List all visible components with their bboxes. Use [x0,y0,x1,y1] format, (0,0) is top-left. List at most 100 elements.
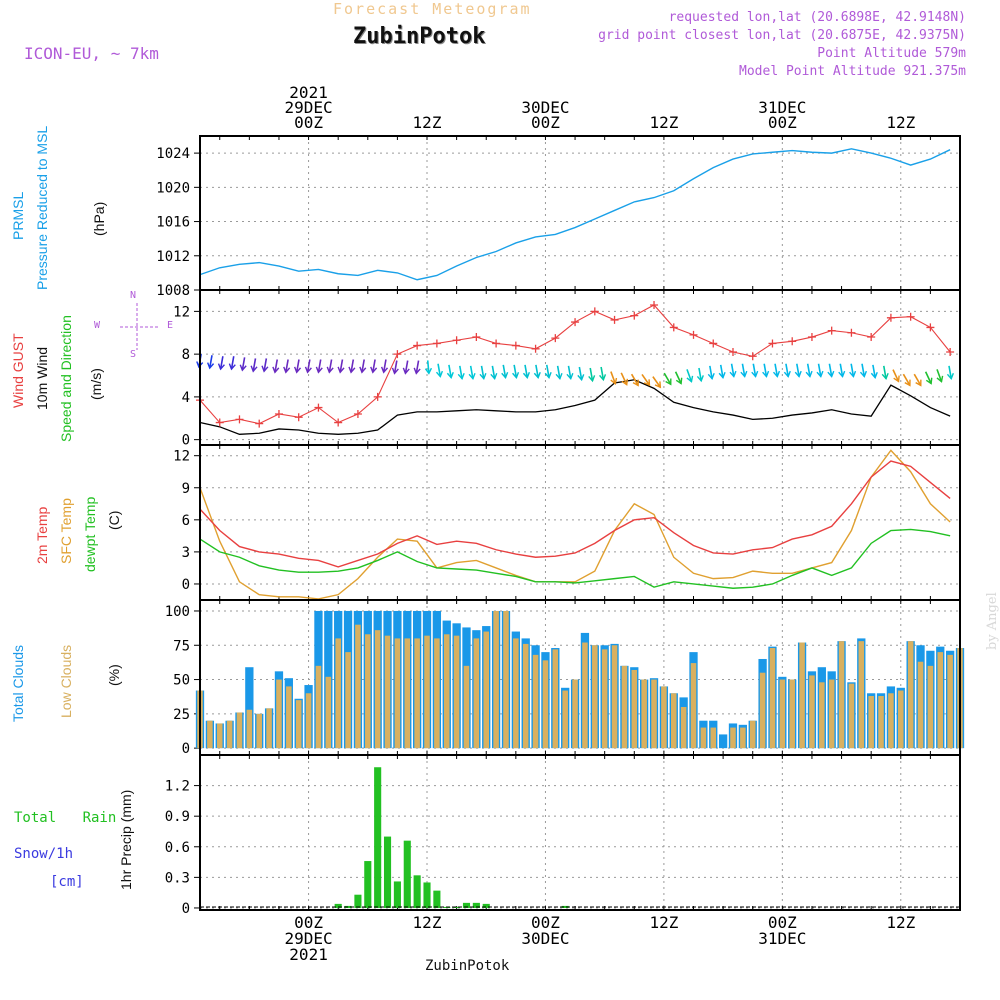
wind-direction-arrow [783,363,791,378]
low-clouds-bar [661,686,667,749]
wind-direction-arrow [402,360,410,375]
low-clouds-bar [325,676,332,749]
wind-direction-arrow [588,367,596,383]
wind-direction-arrow [902,373,911,387]
low-clouds-bar [858,641,865,749]
wind-gust-point [373,392,382,401]
panel-frame [199,135,961,291]
y-tick-label: 6 [182,513,190,529]
low-clouds-bar [335,638,341,749]
low-clouds-bar [394,638,401,749]
wind-direction-arrow [718,364,726,379]
time-label-bottom: 31DEC [758,929,806,948]
low-clouds-bar [740,727,746,749]
wind-gust-point [630,311,639,320]
wind-gust-point [235,415,244,424]
low-clouds-bar [315,665,322,749]
time-label-top: 30DEC [521,98,569,117]
low-clouds-bar [246,709,253,749]
low-clouds-bar [690,663,697,749]
t2m-line [199,460,951,568]
y-tick-label: 1016 [156,215,190,231]
wind-direction-arrow [446,364,454,379]
low-clouds-bar [641,679,647,749]
low-clouds-bar [384,635,391,749]
wind-gust-point [867,333,876,342]
model-label: ICON-EU, ~ 7km [24,44,159,63]
low-clouds-bar [345,652,351,749]
time-label-top: 29DEC [284,98,332,117]
wind-gust-point [393,350,402,359]
wind-direction-arrow [740,363,748,378]
low-clouds-bar [562,690,568,749]
low-clouds-bar [749,720,756,749]
wind-direction-arrow [816,363,824,378]
panel-frame [199,754,961,911]
low-clouds-bar [473,638,480,749]
precip-bar [364,861,372,908]
low-clouds-bar [838,641,845,749]
y-tick-label: 0 [182,433,190,449]
low-clouds-bar [582,642,588,749]
y-tick-label: 75 [173,638,190,654]
wind-direction-arrow [827,363,835,378]
low-clouds-bar [898,690,904,749]
low-clouds-bar [463,665,470,749]
low-clouds-bar [256,713,262,749]
y-tick-label: 1024 [156,146,190,162]
compass-s: S [130,349,137,360]
wind-gust-point [452,336,461,345]
time-label-top: 00Z [768,113,797,132]
wind-direction-arrow [641,374,651,387]
total-clouds-bar [245,667,254,749]
low-clouds-bar [532,654,539,749]
wind-gust-point [728,348,737,356]
low-clouds-bar [552,649,559,749]
low-clouds-bar [907,641,914,749]
wind-direction-arrow [696,367,704,383]
low-clouds-bar [542,660,549,749]
y-tick-label: 50 [173,673,190,689]
wind-direction-arrow [217,356,225,371]
time-label-top: 12Z [649,113,678,132]
y-tick-label: 0 [182,741,190,757]
gust-label: Wind GUST [10,333,26,408]
low-clouds-bar [671,693,677,749]
wind-gust-point [689,330,698,339]
wind-gust-point [788,337,797,346]
panel-frame [199,444,961,601]
wind-direction-arrow [924,371,933,385]
wind-direction-arrow [870,364,878,379]
low-clouds-bar [730,727,736,749]
y-tick-label: 9 [182,481,190,497]
sfc-temp-line [199,449,951,600]
low-clouds-bar [572,679,578,749]
wind-gust-point [432,339,441,348]
low-clouds-bar [483,631,489,749]
wind-direction-arrow [207,355,215,370]
precip-bar [453,906,461,908]
wind-direction-arrow [729,363,737,378]
wind-direction-arrow [435,363,444,378]
wind-gust-point [926,323,935,332]
y-tick-label: 8 [182,347,190,363]
wind-label: 10m Wind [34,346,50,410]
wind-gust-point [531,344,540,353]
low-clouds-bar [424,635,430,749]
time-label-top: 00Z [531,113,560,132]
wind-direction-arrow [283,359,291,374]
wind-gust-point [571,318,580,327]
time-label-bottom: 29DEC [284,929,332,948]
wind-direction-arrow [630,373,639,387]
total-clouds-bar [718,734,728,749]
wind-direction-arrow [838,363,846,378]
low-clouds-bar [631,669,638,749]
wind-direction-arrow [946,365,954,381]
wind-direction-arrow [544,364,552,379]
wind-gust-point [413,341,422,350]
low-clouds-bar [611,645,618,749]
wind-direction-arrow [380,359,389,374]
low-clouds-bar [226,720,233,749]
wind-direction-arrow [522,364,531,379]
